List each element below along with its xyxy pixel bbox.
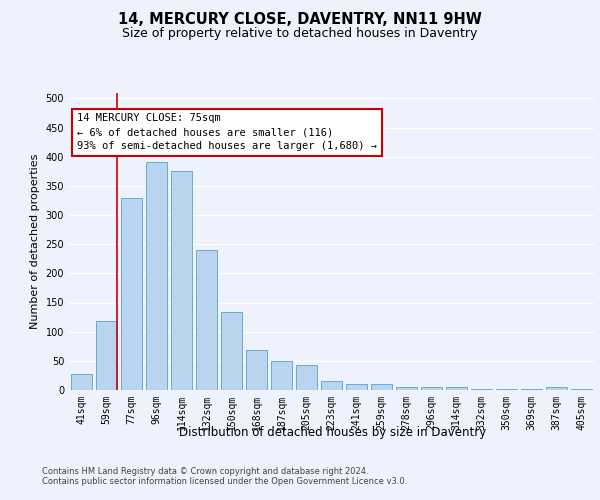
Bar bbox=[171, 171, 192, 390]
Text: Size of property relative to detached houses in Daventry: Size of property relative to detached ho… bbox=[122, 28, 478, 40]
Bar bbox=[271, 361, 292, 390]
Bar bbox=[246, 350, 267, 390]
Bar bbox=[446, 387, 467, 390]
Bar bbox=[421, 387, 442, 390]
Text: Contains HM Land Registry data © Crown copyright and database right 2024.: Contains HM Land Registry data © Crown c… bbox=[42, 467, 368, 476]
Bar bbox=[371, 384, 392, 390]
Bar bbox=[196, 250, 217, 390]
Text: 14 MERCURY CLOSE: 75sqm
← 6% of detached houses are smaller (116)
93% of semi-de: 14 MERCURY CLOSE: 75sqm ← 6% of detached… bbox=[77, 114, 377, 152]
Bar bbox=[546, 386, 567, 390]
Text: 14, MERCURY CLOSE, DAVENTRY, NN11 9HW: 14, MERCURY CLOSE, DAVENTRY, NN11 9HW bbox=[118, 12, 482, 28]
Bar bbox=[96, 320, 117, 390]
Bar bbox=[296, 365, 317, 390]
Bar bbox=[221, 312, 242, 390]
Bar bbox=[146, 162, 167, 390]
Y-axis label: Number of detached properties: Number of detached properties bbox=[30, 154, 40, 329]
Bar bbox=[321, 381, 342, 390]
Text: Distribution of detached houses by size in Daventry: Distribution of detached houses by size … bbox=[179, 426, 487, 439]
Bar bbox=[71, 374, 92, 390]
Bar bbox=[396, 387, 417, 390]
Text: Contains public sector information licensed under the Open Government Licence v3: Contains public sector information licen… bbox=[42, 477, 407, 486]
Bar bbox=[121, 198, 142, 390]
Bar bbox=[346, 384, 367, 390]
